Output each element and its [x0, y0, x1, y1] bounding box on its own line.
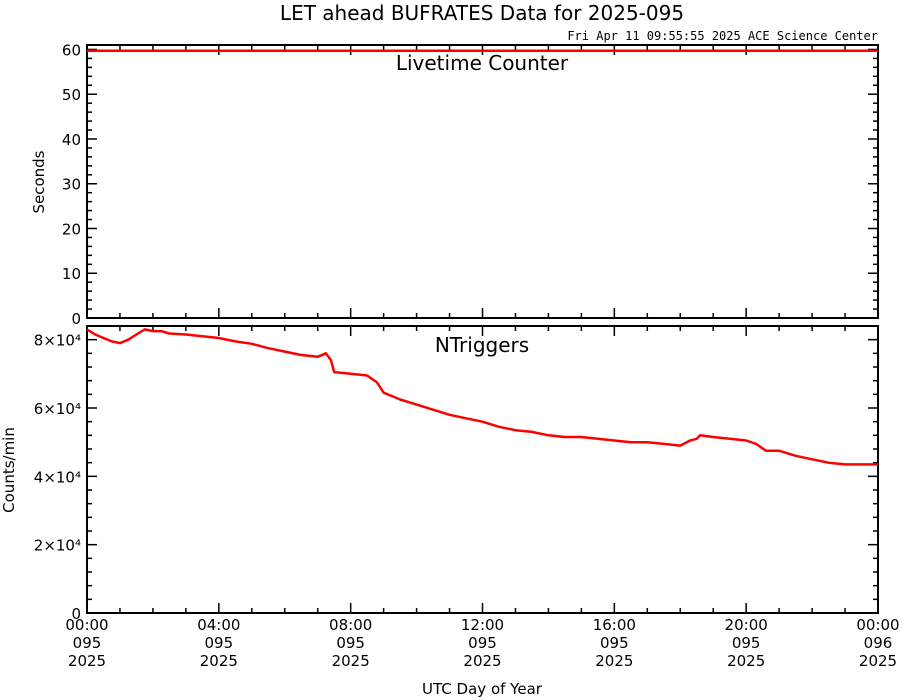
x-tick-label: 2025	[859, 652, 897, 670]
y-tick-label: 4×10⁴	[34, 468, 81, 486]
y-tick-label: 0	[71, 310, 81, 328]
x-tick-label: 095	[732, 634, 761, 652]
chart-title: LET ahead BUFRATES Data for 2025-095	[280, 1, 684, 25]
x-tick-label: 095	[600, 634, 629, 652]
x-tick-label: 096	[864, 634, 893, 652]
x-tick-label: 2025	[200, 652, 238, 670]
x-tick-label: 20:00	[725, 616, 768, 634]
x-ticks-ntriggers	[86, 326, 879, 613]
x-tick-label: 2025	[332, 652, 370, 670]
x-tick-label: 2025	[68, 652, 106, 670]
x-tick-label: 2025	[727, 652, 765, 670]
y-tick-label: 8×10⁴	[34, 332, 81, 350]
x-ticks-livetime	[86, 45, 879, 318]
y-ticks-livetime: 0 10 20 30 40 50 60	[62, 41, 878, 328]
y-tick-label: 0	[71, 605, 81, 623]
x-tick-label: 2025	[595, 652, 633, 670]
x-tick-label: 095	[336, 634, 365, 652]
y-tick-label: 20	[62, 220, 81, 238]
y-tick-label: 40	[62, 131, 81, 149]
y-axis-label-ntriggers: Counts/min	[0, 427, 18, 513]
y-ticks-ntriggers: 0 2×10⁴ 4×10⁴ 6×10⁴ 8×10⁴	[34, 325, 878, 623]
y-tick-label: 30	[62, 176, 81, 194]
x-tick-label: 12:00	[461, 616, 504, 634]
x-tick-label: 2025	[463, 652, 501, 670]
panel-title-ntriggers: NTriggers	[435, 333, 529, 357]
y-axis-label-livetime: Seconds	[30, 150, 48, 213]
timestamp-label: Fri Apr 11 09:55:55 2025 ACE Science Cen…	[567, 29, 878, 43]
x-tick-label: 00:00	[856, 616, 899, 634]
series-line	[86, 328, 878, 466]
plot-frame-ntriggers	[86, 325, 879, 614]
y-tick-label: 10	[62, 265, 81, 283]
x-tick-label: 095	[468, 634, 497, 652]
plot-frame-livetime	[86, 44, 879, 319]
x-tick-label: 04:00	[197, 616, 240, 634]
y-tick-label: 60	[62, 41, 81, 59]
x-tick-label: 00:00	[65, 616, 108, 634]
x-tick-labels: 00:00095202504:00095202508:00095202512:0…	[65, 616, 899, 670]
y-tick-label: 2×10⁴	[34, 537, 81, 555]
y-tick-label: 50	[62, 86, 81, 104]
x-tick-label: 095	[205, 634, 234, 652]
panel-ntriggers: NTriggers Counts/min 0 2×10⁴ 4×10⁴ 6×10⁴ 8×1…	[0, 325, 879, 623]
x-axis-label: UTC Day of Year	[422, 680, 543, 698]
x-tick-label: 16:00	[593, 616, 636, 634]
series-ntriggers	[86, 328, 878, 466]
x-tick-label: 095	[73, 634, 102, 652]
y-tick-label: 6×10⁴	[34, 400, 81, 418]
x-tick-label: 08:00	[329, 616, 372, 634]
